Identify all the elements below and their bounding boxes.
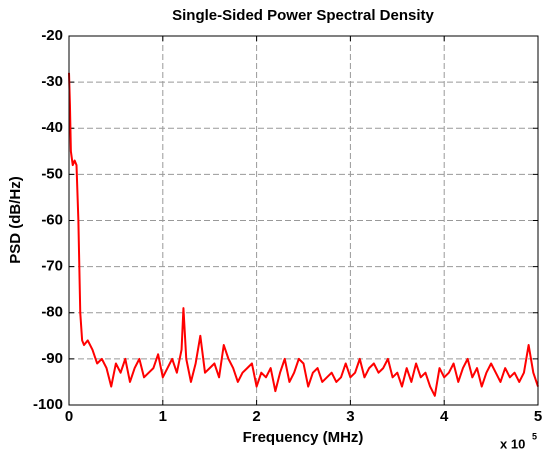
x-tick-label: 0 [65, 408, 73, 425]
y-tick-label: -70 [41, 258, 63, 275]
y-tick-label: -50 [41, 165, 63, 182]
y-tick-label: -30 [41, 73, 63, 90]
chart-title: Single-Sided Power Spectral Density [172, 7, 434, 24]
y-tick-label: -60 [41, 211, 63, 228]
x-tick-label: 1 [159, 408, 167, 425]
x-tick-label: 5 [534, 408, 542, 425]
x-axis-label: Frequency (MHz) [243, 429, 364, 446]
x-tick-label: 2 [252, 408, 260, 425]
data-line [68, 72, 539, 397]
x-tick-label: 4 [440, 408, 449, 425]
x-multiplier: x 10 [500, 436, 525, 451]
x-multiplier-exponent: 5 [532, 431, 537, 441]
axes-box [68, 35, 539, 406]
x-tick-label: 3 [346, 408, 354, 425]
y-tick-label: -80 [41, 304, 63, 321]
y-axis-label: PSD (dB/Hz) [7, 176, 24, 264]
y-tick-label: -40 [41, 119, 63, 136]
y-tick-label: -100 [33, 396, 63, 413]
y-tick-label: -20 [41, 27, 63, 44]
y-tick-label: -90 [41, 350, 63, 367]
